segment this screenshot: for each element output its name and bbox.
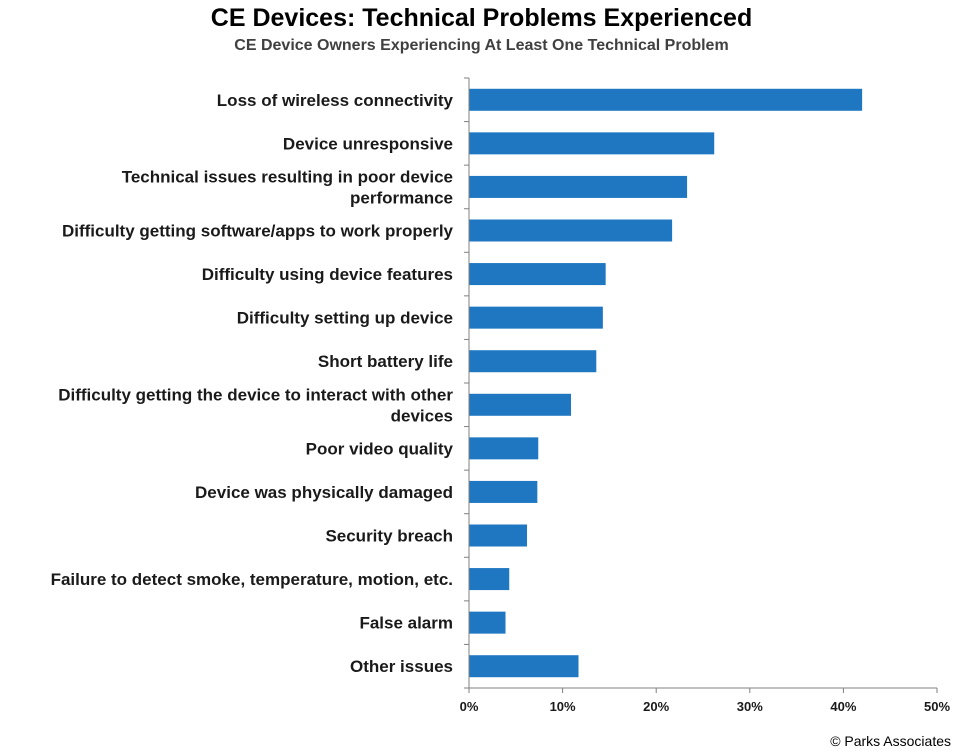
bar	[469, 655, 579, 678]
bar	[469, 568, 510, 591]
category-label: Failure to detect smoke, temperature, mo…	[51, 570, 453, 589]
category-label-line: Device was physically damaged	[195, 483, 453, 502]
x-tick-label: 50%	[924, 699, 950, 714]
bar	[469, 306, 603, 329]
category-label-line: Device unresponsive	[283, 134, 453, 153]
category-label: Device was physically damaged	[195, 483, 453, 502]
bar	[469, 263, 606, 286]
bar	[469, 524, 528, 547]
chart-title: CE Devices: Technical Problems Experienc…	[210, 4, 753, 32]
bar	[469, 611, 506, 634]
category-label-line: Technical issues resulting in poor devic…	[122, 167, 453, 186]
category-label: Loss of wireless connectivity	[217, 91, 454, 110]
category-label: Security breach	[325, 527, 453, 546]
category-label-line: Poor video quality	[306, 439, 454, 458]
category-label-line: Difficulty getting software/apps to work…	[62, 222, 454, 241]
category-label-line: devices	[391, 406, 453, 425]
bar	[469, 480, 538, 503]
category-label-line: Failure to detect smoke, temperature, mo…	[51, 570, 453, 589]
category-label: Short battery life	[318, 352, 453, 371]
bar	[469, 393, 572, 416]
category-label-line: Difficulty getting the device to interac…	[58, 385, 453, 404]
category-label: Difficulty using device features	[202, 265, 453, 284]
category-label-line: Difficulty using device features	[202, 265, 453, 284]
x-tick-label: 10%	[550, 699, 576, 714]
category-label: Difficulty getting the device to interac…	[58, 385, 453, 425]
bar	[469, 88, 863, 111]
category-label-line: Difficulty setting up device	[237, 309, 453, 328]
bar	[469, 132, 715, 155]
copyright-credit: © Parks Associates	[830, 733, 951, 749]
category-label: Other issues	[350, 657, 453, 676]
category-label: Poor video quality	[306, 439, 454, 458]
category-label: Difficulty getting software/apps to work…	[62, 222, 454, 241]
category-label-line: Loss of wireless connectivity	[217, 91, 454, 110]
category-label-line: False alarm	[359, 614, 453, 633]
bar	[469, 350, 597, 373]
category-label-line: Security breach	[325, 527, 453, 546]
bar	[469, 437, 539, 460]
chart-subtitle: CE Device Owners Experiencing At Least O…	[234, 37, 729, 54]
category-label: False alarm	[359, 614, 453, 633]
category-label: Technical issues resulting in poor devic…	[122, 167, 453, 207]
x-tick-label: 30%	[737, 699, 763, 714]
x-tick-label: 20%	[643, 699, 669, 714]
category-label: Difficulty setting up device	[237, 309, 453, 328]
category-label-line: Short battery life	[318, 352, 453, 371]
category-label-line: Other issues	[350, 657, 453, 676]
bar	[469, 175, 688, 198]
x-tick-label: 40%	[830, 699, 856, 714]
x-tick-label: 0%	[460, 699, 479, 714]
category-label: Device unresponsive	[283, 134, 453, 153]
bar	[469, 219, 673, 242]
category-label-line: performance	[350, 188, 453, 207]
